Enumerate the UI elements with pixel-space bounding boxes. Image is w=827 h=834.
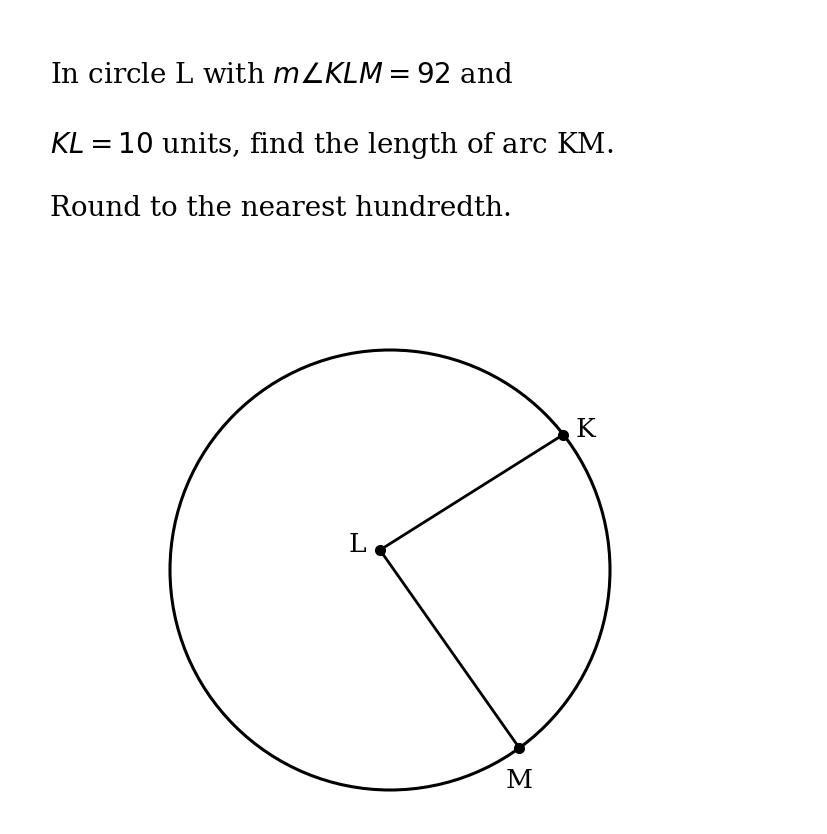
Text: M: M — [505, 768, 533, 793]
Text: $KL = 10$ units, find the length of arc KM.: $KL = 10$ units, find the length of arc … — [50, 130, 613, 161]
Text: Round to the nearest hundredth.: Round to the nearest hundredth. — [50, 195, 511, 222]
Text: In circle L with $m\angle KLM = 92$ and: In circle L with $m\angle KLM = 92$ and — [50, 62, 513, 89]
Text: K: K — [575, 417, 595, 442]
Text: L: L — [348, 532, 366, 557]
